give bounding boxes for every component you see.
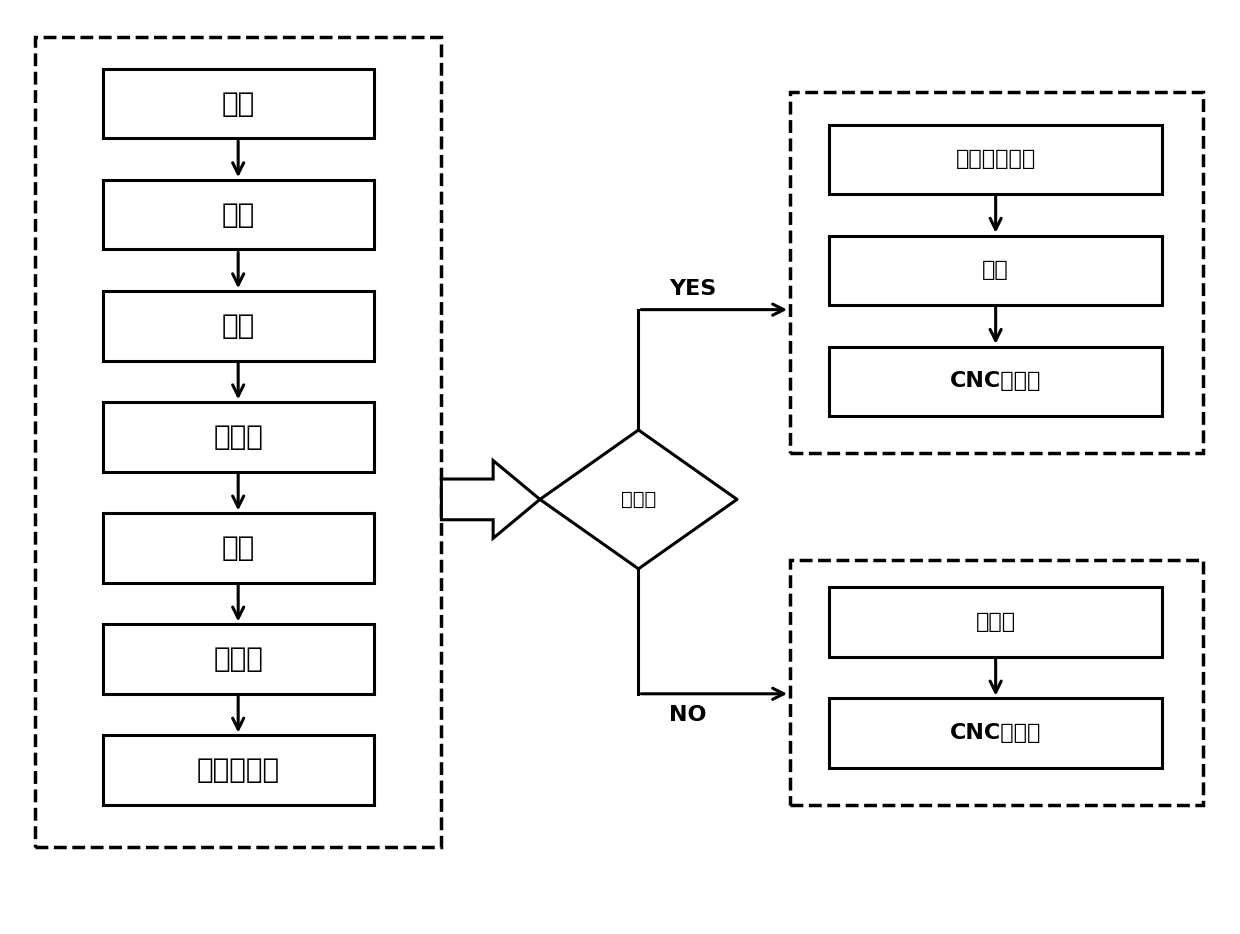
Bar	[830, 699, 1162, 768]
Text: NO: NO	[670, 705, 707, 725]
Bar	[103, 735, 373, 805]
Text: 热涂敷: 热涂敷	[213, 645, 263, 673]
Bar	[830, 587, 1162, 657]
Text: CNC机加工: CNC机加工	[950, 372, 1042, 391]
Text: 充型: 充型	[222, 534, 254, 562]
Bar	[103, 514, 373, 583]
Bar	[35, 36, 441, 846]
Bar	[790, 559, 1203, 805]
Text: 酸洗: 酸洗	[982, 261, 1009, 280]
Text: 下料: 下料	[222, 90, 254, 118]
Text: 热涂敷: 热涂敷	[213, 423, 263, 451]
Text: 固溶时效处理: 固溶时效处理	[956, 149, 1035, 169]
Text: 热处理: 热处理	[621, 490, 656, 509]
Bar	[103, 624, 373, 694]
Text: CNC机加工: CNC机加工	[950, 723, 1042, 743]
Polygon shape	[539, 430, 737, 569]
Text: YES: YES	[670, 278, 717, 299]
Polygon shape	[441, 460, 539, 538]
Text: 抛丸: 抛丸	[222, 312, 254, 340]
Text: 热水洗: 热水洗	[976, 612, 1016, 632]
Bar	[103, 180, 373, 249]
Bar	[103, 69, 373, 138]
Bar	[830, 347, 1162, 416]
Bar	[103, 403, 373, 472]
Text: 冷墅复合挤: 冷墅复合挤	[197, 757, 280, 785]
Text: 退火: 退火	[222, 201, 254, 229]
Bar	[103, 291, 373, 361]
Bar	[830, 235, 1162, 305]
Bar	[830, 124, 1162, 194]
Bar	[790, 92, 1203, 453]
